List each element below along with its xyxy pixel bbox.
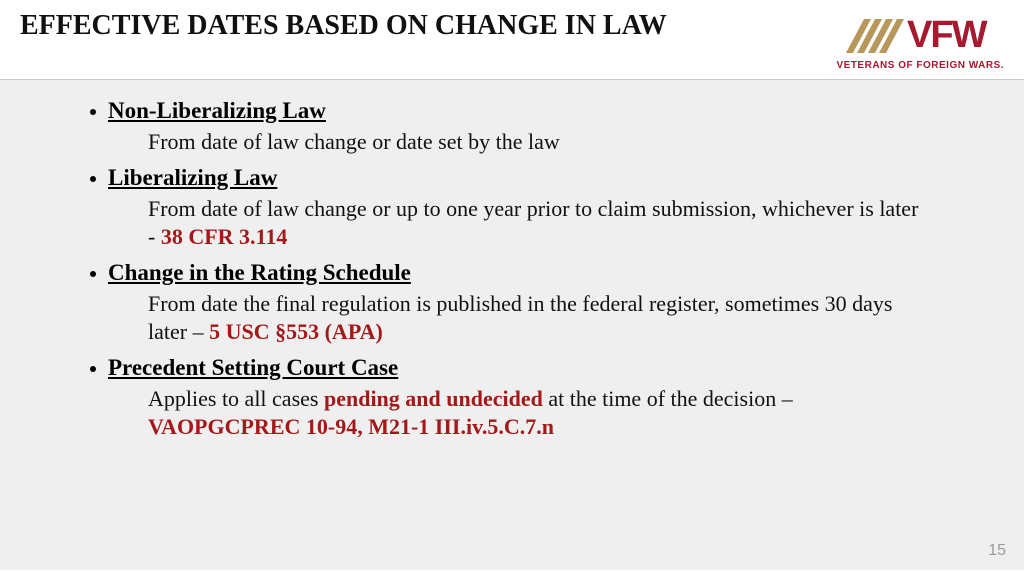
vfw-logo: VFW VETERANS OF FOREIGN WARS. (836, 10, 1004, 71)
vfw-logo-sub: VETERANS OF FOREIGN WARS. (836, 60, 1004, 71)
item-sub: Applies to all cases pending and undecid… (148, 385, 928, 440)
bullet-icon (90, 176, 96, 182)
item-sub: From date of law change or date set by t… (148, 128, 928, 156)
bullet-list: Non-Liberalizing Law From date of law ch… (90, 98, 964, 441)
bullet-icon (90, 366, 96, 372)
item-sub: From date the final regulation is publis… (148, 290, 928, 345)
page-number: 15 (988, 542, 1006, 560)
item-heading: Precedent Setting Court Case (108, 355, 398, 381)
citation: VAOPGCPREC 10-94, M21-1 III.iv.5.C.7.n (148, 414, 554, 439)
vfw-logo-text: VFW (907, 14, 985, 57)
citation: 38 CFR 3.114 (161, 224, 288, 249)
slide-header: EFFECTIVE DATES BASED ON CHANGE IN LAW V… (0, 0, 1024, 80)
slide: EFFECTIVE DATES BASED ON CHANGE IN LAW V… (0, 0, 1024, 576)
item-heading: Change in the Rating Schedule (108, 260, 411, 286)
item-heading: Liberalizing Law (108, 165, 277, 191)
item-heading: Non-Liberalizing Law (108, 98, 326, 124)
list-item: Liberalizing Law From date of law change… (90, 165, 964, 250)
slide-title: EFFECTIVE DATES BASED ON CHANGE IN LAW (20, 10, 667, 42)
list-item: Precedent Setting Court Case Applies to … (90, 355, 964, 440)
citation: 5 USC §553 (APA) (209, 319, 383, 344)
list-item: Change in the Rating Schedule From date … (90, 260, 964, 345)
slide-body: Non-Liberalizing Law From date of law ch… (0, 80, 1024, 570)
logo-stripes-icon (846, 19, 908, 53)
bullet-icon (90, 109, 96, 115)
citation: pending and undecided (324, 386, 543, 411)
vfw-logo-main: VFW (855, 14, 985, 57)
bullet-icon (90, 271, 96, 277)
list-item: Non-Liberalizing Law From date of law ch… (90, 98, 964, 156)
item-sub: From date of law change or up to one yea… (148, 195, 928, 250)
